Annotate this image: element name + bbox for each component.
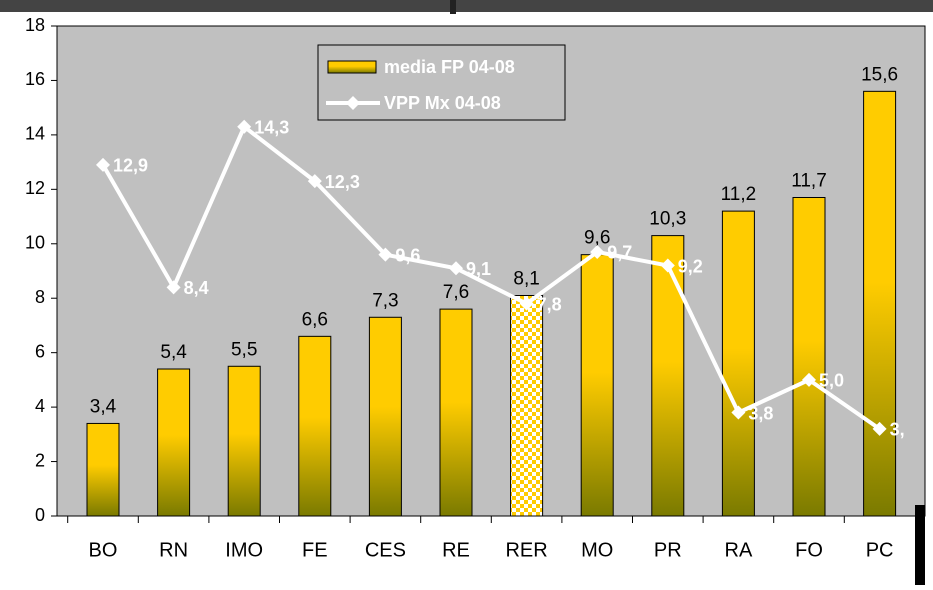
line-marker	[872, 421, 887, 436]
bar	[651, 235, 685, 517]
y-tick-label: 10	[25, 233, 45, 253]
line-marker	[802, 372, 816, 387]
edge-strip	[915, 505, 925, 585]
bar-value-label: 3,4	[90, 396, 117, 417]
line-marker	[166, 280, 181, 295]
x-tick-label: PC	[866, 539, 894, 561]
x-tick-label: RA	[725, 539, 753, 561]
line-marker	[449, 261, 463, 276]
x-tick-label: RE	[442, 539, 470, 561]
line-value-label: 9,6	[395, 245, 420, 265]
legend-swatch	[327, 60, 377, 74]
line-marker	[307, 174, 322, 189]
bar	[439, 308, 473, 517]
x-tick-label: MO	[581, 539, 613, 561]
line-value-label: 12,9	[113, 156, 148, 176]
bar-value-label: 7,6	[443, 282, 469, 303]
bar-value-label: 15,6	[861, 64, 898, 85]
line-value-label: 3,8	[748, 403, 773, 423]
bar-value-label: 11,7	[791, 171, 827, 192]
line-marker	[660, 258, 675, 273]
bar-value-label: 8,1	[513, 269, 539, 290]
y-tick-label: 14	[25, 124, 45, 144]
line-marker	[519, 296, 534, 311]
y-tick-label: 8	[35, 287, 45, 307]
x-tick-label: RN	[159, 539, 188, 561]
bar-value-label: 5,4	[160, 342, 187, 363]
bar-value-label: 10,3	[649, 209, 686, 230]
x-tick-label: CES	[365, 539, 406, 561]
bar	[510, 295, 544, 517]
bar	[368, 316, 402, 517]
line-marker	[590, 244, 605, 259]
window-divider	[450, 0, 456, 14]
x-tick-label: FO	[795, 539, 823, 561]
x-tick-label: FE	[302, 539, 328, 561]
line-value-label: 9,1	[466, 259, 491, 279]
bar-value-label: 9,6	[584, 228, 610, 249]
bar-value-label: 7,3	[372, 290, 398, 311]
y-tick-label: 16	[25, 69, 45, 89]
line-value-label: 14,3	[254, 117, 289, 137]
legend-label: media FP 04-08	[384, 57, 515, 77]
y-tick-label: 0	[35, 505, 45, 525]
x-tick-label: RER	[505, 539, 547, 561]
x-tick-label: PR	[654, 539, 682, 561]
y-tick-label: 12	[25, 178, 45, 198]
line-value-label: 12,3	[325, 172, 360, 192]
legend-box	[317, 44, 566, 121]
bar-value-label: 11,2	[721, 184, 757, 205]
y-tick-label: 18	[25, 15, 45, 35]
line-value-label: 9,2	[678, 256, 703, 276]
bar	[792, 197, 826, 517]
line	[101, 123, 881, 431]
bar	[721, 210, 755, 517]
line-value-label: 9,7	[607, 243, 632, 263]
bar	[580, 254, 614, 517]
legend: media FP 04-08 VPP Mx 04-08	[317, 44, 566, 121]
line-marker	[731, 405, 746, 420]
y-tick-label: 2	[35, 450, 45, 470]
x-tick-label: IMO	[225, 539, 263, 561]
line-value-label: 5,0	[819, 371, 844, 391]
line-marker	[378, 247, 393, 262]
bar	[157, 368, 191, 517]
bar-value-label: 6,6	[302, 309, 328, 330]
line-marker	[237, 119, 252, 134]
bar	[86, 422, 120, 517]
line-value-label: 3,	[890, 420, 905, 440]
bar	[227, 365, 261, 517]
bar	[298, 335, 332, 517]
legend-label: VPP Mx 04-08	[384, 93, 501, 113]
y-tick-label: 4	[35, 396, 45, 416]
bar	[863, 90, 897, 517]
window-strip	[0, 0, 933, 12]
legend-marker	[346, 96, 360, 110]
line-marker	[96, 157, 110, 172]
line-value-label: 7,8	[537, 294, 562, 314]
x-tick-label: BO	[89, 539, 118, 561]
y-tick-label: 6	[35, 341, 45, 361]
bar-value-label: 5,5	[231, 339, 257, 360]
line-value-label: 8,4	[184, 278, 209, 298]
